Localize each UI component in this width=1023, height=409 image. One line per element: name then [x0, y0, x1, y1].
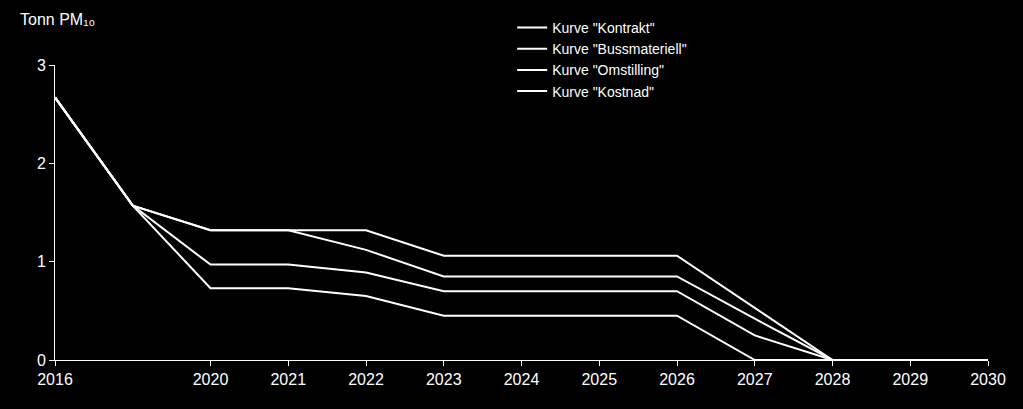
svg-text:2025: 2025: [581, 371, 617, 388]
svg-text:2016: 2016: [37, 371, 73, 388]
svg-text:Kurve "Kostnad": Kurve "Kostnad": [552, 84, 654, 100]
svg-text:2024: 2024: [504, 371, 540, 388]
svg-text:1: 1: [37, 253, 46, 270]
svg-text:2030: 2030: [970, 371, 1006, 388]
svg-text:2020: 2020: [193, 371, 229, 388]
svg-text:Kurve "Bussmateriell": Kurve "Bussmateriell": [552, 41, 686, 57]
svg-text:Kurve "Kontrakt": Kurve "Kontrakt": [552, 20, 655, 36]
svg-text:2027: 2027: [737, 371, 773, 388]
svg-text:0: 0: [37, 352, 46, 369]
svg-text:2026: 2026: [659, 371, 695, 388]
svg-text:2022: 2022: [348, 371, 384, 388]
svg-text:2021: 2021: [270, 371, 306, 388]
svg-text:2029: 2029: [892, 371, 928, 388]
svg-text:Kurve "Omstilling": Kurve "Omstilling": [552, 62, 664, 78]
svg-text:2: 2: [37, 155, 46, 172]
svg-text:Tonn PM₁₀: Tonn PM₁₀: [20, 11, 95, 28]
svg-text:2028: 2028: [815, 371, 851, 388]
svg-text:2023: 2023: [426, 371, 462, 388]
svg-text:3: 3: [37, 57, 46, 74]
